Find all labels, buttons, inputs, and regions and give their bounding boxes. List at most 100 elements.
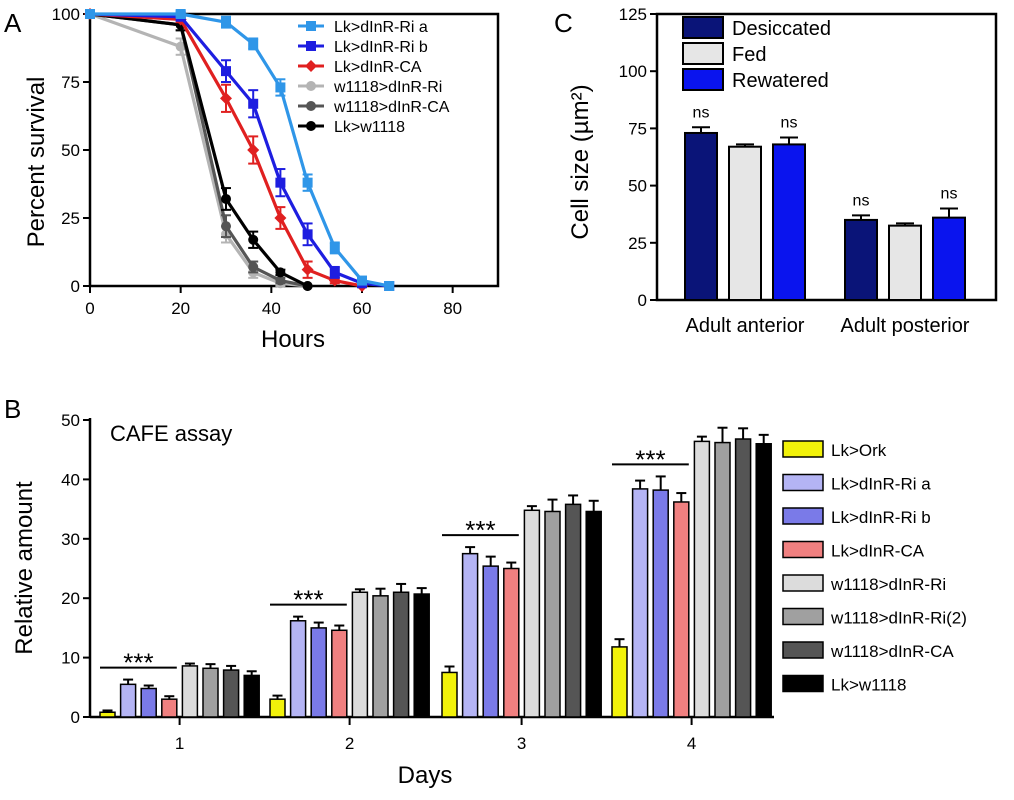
panel-a-series-w1118-dinr-ca-point [248,261,259,272]
panel-b-legend-w1118-dinr-ca-label: w1118>dInR-CA [830,642,954,661]
panel-b-bar-w1118-dinr-ri-2-day-2 [372,595,389,718]
panel-c-legend-fed-label: Fed [732,44,766,66]
panel-a-series-lk-dinr-ri-a-point [329,242,340,253]
panel-b-bar-lk-w1118-day-2 [413,593,430,718]
panel-a-series-lk-w1118-line [89,12,309,288]
panel-b-significance-stars-day-2: *** [293,585,323,615]
panel-a-series-lk-dinr-ri-b-point [248,98,259,109]
panel-a-legend-lk-dinr-ri-a-label: Lk>dInR-Ri a [334,19,428,36]
panel-b-legend-lk-ork-swatch [782,440,824,458]
panel-a-xtick-label: 60 [353,299,372,318]
panel-b-legend-lk-dinr-ca-swatch [782,540,824,559]
panel-c-bar-rewatered-adult-anterior [772,143,806,301]
panel-a-series-lk-dinr-ri-a-point [302,177,313,188]
panel-c-cell-size-chart: Cell size (µm²) 0 25 50 75 100 125 ns ns Adult a… [567,5,998,337]
panel-b-ylabel: Relative amount [11,481,38,655]
panel-c-ylabel: Cell size (µm²) [567,84,594,239]
panel-a-ytick-label: 75 [61,73,80,92]
panel-b-legend-lk-w1118-swatch [782,674,824,693]
panel-a-legend-w1118-dinr-ca-label: w1118>dInR-CA [333,99,450,116]
panel-b-xtick-label: 1 [175,734,184,753]
panel-b-legend-lk-dinr-ca-label: Lk>dInR-CA [831,542,925,561]
panel-b-xtick-label: 4 [687,734,696,753]
panel-b-bar-lk-dinr-ri-a-day-3 [461,552,479,718]
panel-b-ytick-label: 10 [61,649,80,668]
panel-c-legend-desiccated-label: Desiccated [732,18,831,40]
panel-b-legend-lk-w1118-label: Lk>w1118 [831,676,906,695]
panel-c-legend-rewatered-label: Rewatered [732,70,829,92]
panel-c-ytick-label: 75 [628,119,647,138]
panel-c-annotation-desiccated-adult-posterior: ns [853,192,870,209]
panel-a-legend-w1118-dinr-ri-label: w1118>dInR-Ri [333,79,442,96]
panel-a-ytick-label: 100 [52,5,80,24]
panel-a-series-lk-w1118-point [248,234,259,245]
panel-a-series-w1118-dinr-ca-line [89,12,308,288]
panel-a-ytick-label: 50 [61,141,80,160]
panel-letter-a: A [4,8,22,38]
panel-b-legend-lk-dinr-ri-a-swatch [782,473,824,492]
panel-c-frame [655,12,998,302]
panel-a-series-lk-dinr-ri-b-point [221,66,231,77]
panel-a-series-lk-dinr-ca-point [274,212,287,224]
panel-b-bar-lk-ork-day-3 [441,671,458,718]
panel-b-ytick-label: 30 [61,530,80,549]
panel-c-bar-desiccated-adult-anterior [684,131,718,301]
panel-a-legend-lk-w1118-label: Lk>w1118 [334,119,405,136]
panel-b-legend-w1118-dinr-ri-2-label: w1118>dInR-Ri(2) [830,609,967,628]
panel-a-series-w1118-dinr-ca-point [221,221,231,232]
panel-b-title: CAFE assay [110,421,232,446]
panel-a-legend-lk-dinr-ri-a-swatch-marker [306,21,316,31]
panel-b-xtick-label: 2 [345,734,354,753]
panel-b-significance-stars-day-1: *** [123,648,153,678]
panel-b-bar-w1118-dinr-ca-day-1 [222,669,240,718]
panel-c-ytick-label: 100 [619,62,647,81]
panel-b-bar-lk-dinr-ca-day-1 [161,698,178,718]
panel-b-xlabel: Days [398,762,453,789]
panel-c-ytick-label: 0 [638,291,647,310]
panel-b-bar-lk-dinr-ca-day-4 [673,501,690,718]
panel-a-series-lk-dinr-ca-point [220,92,232,105]
panel-c-bar-fed-adult-anterior [728,145,762,301]
panel-b-significance-stars-day-4: *** [635,444,665,474]
panel-a-legend-w1118-dinr-ri-swatch-marker [306,81,316,91]
panel-b-bar-w1118-dinr-ri-2-day-1 [202,667,219,718]
panel-a-ytick-label: 25 [61,209,80,228]
panel-a-series-lk-w1118-point [275,267,286,278]
panel-c-annotation-desiccated-adult-anterior: ns [693,104,710,121]
panel-a-series-lk-dinr-ri-a-point [275,82,286,93]
panel-a-legend-lk-dinr-ca-swatch-marker [305,60,317,72]
panel-a-series-lk-dinr-ca-point [247,144,260,156]
panel-a-series-lk-w1118-point [221,193,231,204]
panel-b-legend-w1118-dinr-ri-swatch [782,574,824,592]
panel-b-bar-lk-ork-day-1 [99,711,116,718]
panel-a-series-lk-dinr-ca-point [301,263,314,276]
panel-b-bar-w1118-dinr-ri-2-day-4 [714,441,731,718]
panel-b-bar-lk-w1118-day-4 [755,443,772,718]
panel-a-series-lk-dinr-ri-b-point [275,177,286,188]
panel-b-legend-lk-dinr-ri-b-label: Lk>dInR-Ri b [831,508,931,527]
panel-b-bar-w1118-dinr-ri-day-2 [351,591,369,718]
panel-a-survival-chart: Percent survival Hours 0 25 50 75 100 0 20 40 60… [23,5,500,353]
panel-c-annotation-rewatered-adult-posterior: ns [941,185,958,202]
panel-b-bar-lk-dinr-ri-b-day-3 [482,565,499,718]
panel-b-legend-lk-dinr-ri-a-label: Lk>dInR-Ri a [831,475,931,494]
panel-c-ytick-label: 50 [628,177,647,196]
panel-b-bar-lk-ork-day-2 [269,698,286,718]
panel-b-xtick-label: 3 [517,734,526,753]
panel-c-annotation-rewatered-adult-anterior: ns [781,115,798,132]
panel-b-cafe-chart: CAFE assay Relative amount Days 0 10 20 30 4… [11,411,967,789]
panel-b-ytick-label: 0 [71,708,80,727]
panel-a-xtick-label: 80 [443,299,462,318]
panel-a-series-lk-dinr-ri-a-point [384,281,395,291]
panel-c-bar-desiccated-adult-posterior [844,218,878,301]
panel-c-ytick-label: 25 [628,234,647,253]
panel-c-bar-rewatered-adult-posterior [932,216,966,301]
panel-a-series-lk-dinr-ri-a-point [175,9,186,19]
panel-a-series-lk-dinr-ri-a-point [357,275,367,286]
panel-b-ytick-label: 50 [61,411,80,430]
panel-a-legend-lk-dinr-ri-b-label: Lk>dInR-Ri b [334,39,428,56]
panel-a-legend-lk-dinr-ri-b-swatch-marker [306,41,316,51]
panel-b-bar-lk-dinr-ca-day-3 [503,567,520,718]
panel-c-ytick-label: 125 [619,5,647,24]
